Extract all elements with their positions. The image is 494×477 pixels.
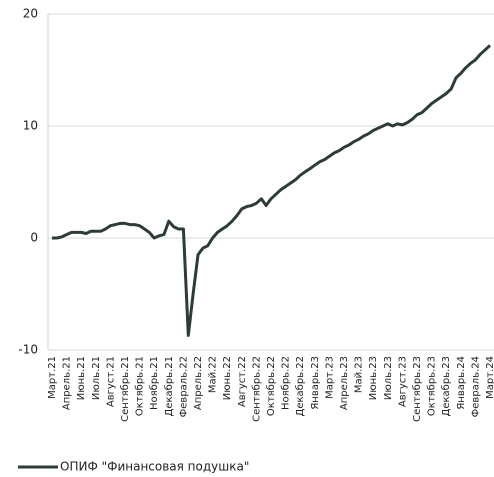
x-tick-label: Март.24: [485, 356, 494, 399]
x-tick-label: Июнь.21: [76, 356, 87, 400]
x-tick-label: Июнь.23: [368, 356, 379, 400]
x-tick-label: Январь.24: [456, 356, 467, 410]
x-tick-label: Август.23: [397, 356, 408, 407]
x-tick-label: Июль.23: [383, 356, 394, 400]
x-tick-label: Июнь.22: [222, 356, 233, 400]
x-tick-label: Сентябрь.23: [412, 356, 423, 422]
x-tick-label: Март.21: [47, 356, 58, 399]
x-tick-label: Декабрь.22: [295, 356, 306, 416]
x-tick-label: Ноябрь.22: [281, 356, 292, 410]
x-tick-label: Сентябрь.22: [251, 356, 262, 422]
x-tick-label: Ноябрь.21: [149, 356, 160, 410]
x-tick-label: Август.22: [237, 356, 248, 407]
series-line: [52, 44, 492, 337]
x-tick-label: Февраль.22: [178, 356, 189, 417]
x-tick-label: Сентябрь.21: [120, 356, 131, 422]
x-tick-label: Август.21: [105, 356, 116, 407]
y-tick-label: -10: [18, 343, 38, 357]
x-tick-label: Декабрь.23: [441, 356, 452, 416]
x-tick-label: Май.22: [208, 356, 219, 393]
x-tick-label: Март.23: [324, 356, 335, 399]
y-tick-label: 0: [30, 231, 38, 245]
x-tick-label: Октябрь.21: [135, 356, 146, 416]
x-tick-label: Апрель.22: [193, 356, 204, 410]
x-tick-label: Май.23: [354, 356, 365, 393]
y-tick-label: 10: [23, 119, 38, 133]
x-tick-label: Июль.21: [91, 356, 102, 400]
legend-label: ОПИФ "Финансовая подушка": [60, 460, 249, 474]
x-tick-label: Апрель.23: [339, 356, 350, 410]
x-tick-label: Декабрь.21: [164, 356, 175, 416]
x-tick-label: Октябрь.22: [266, 356, 277, 416]
x-tick-label: Январь.23: [310, 356, 321, 410]
y-tick-label: 20: [23, 7, 38, 21]
x-tick-label: Октябрь.23: [427, 356, 438, 416]
x-tick-label: Апрель.21: [62, 356, 73, 410]
x-tick-label: Февраль.24: [470, 356, 481, 417]
